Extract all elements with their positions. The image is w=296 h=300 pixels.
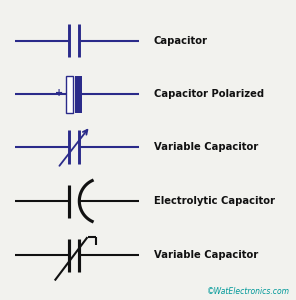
Bar	[75, 76, 82, 112]
Text: ©WatElectronics.com: ©WatElectronics.com	[207, 286, 290, 296]
Text: Capacitor Polarized: Capacitor Polarized	[154, 89, 264, 100]
Text: Variable Capacitor: Variable Capacitor	[154, 142, 258, 152]
Text: Electrolytic Capacitor: Electrolytic Capacitor	[154, 196, 275, 206]
Text: Variable Capacitor: Variable Capacitor	[154, 250, 258, 260]
Text: Capacitor: Capacitor	[154, 35, 208, 46]
Bar	[66, 76, 73, 112]
Text: +: +	[55, 88, 63, 98]
